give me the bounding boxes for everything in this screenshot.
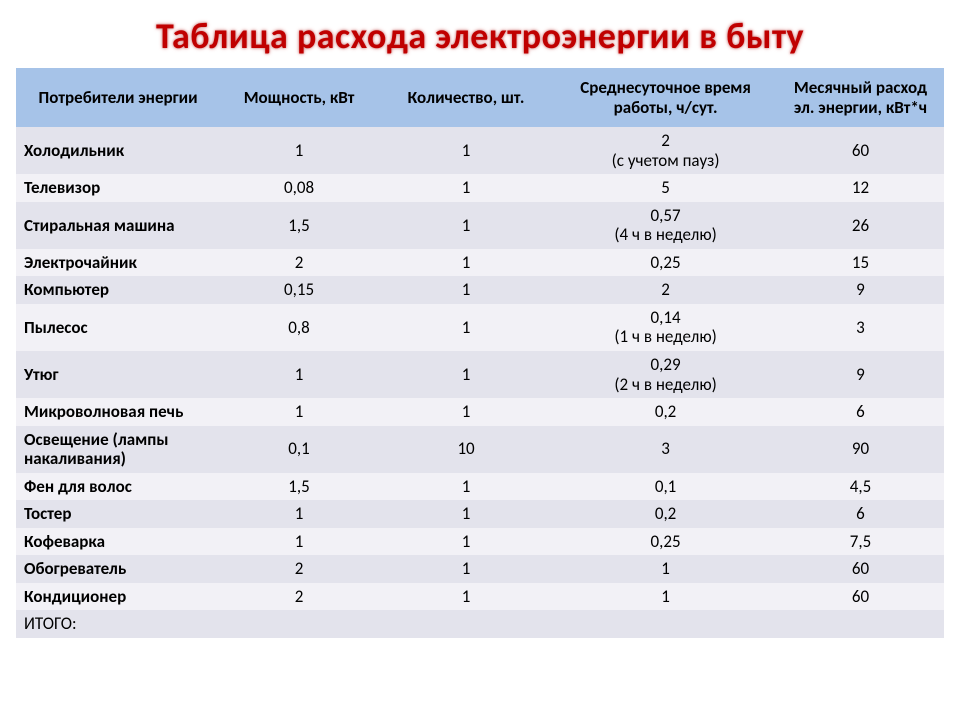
table-row: Кондиционер21160 <box>16 583 944 611</box>
col-qty: Количество, шт. <box>378 68 554 127</box>
table-header-row: Потребители энергии Мощность, кВт Количе… <box>16 68 944 127</box>
cell-qty: 1 <box>378 583 554 611</box>
table-row: Микроволновая печь110,26 <box>16 398 944 426</box>
cell-power: 0,15 <box>220 276 378 304</box>
table-row: Фен для волос1,510,14,5 <box>16 473 944 501</box>
table-row: Обогреватель21160 <box>16 555 944 583</box>
cell-monthly: 6 <box>777 398 944 426</box>
cell-qty: 1 <box>378 528 554 556</box>
cell-qty: 1 <box>378 555 554 583</box>
cell-monthly: 60 <box>777 127 944 174</box>
cell-power: 1,5 <box>220 202 378 249</box>
table-row: Утюг110,29(2 ч в неделю)9 <box>16 351 944 398</box>
cell-power: 1 <box>220 528 378 556</box>
table-row-total: ИТОГО: <box>16 610 944 638</box>
col-monthly: Месячный расход эл. энергии, кВт*ч <box>777 68 944 127</box>
cell-total-label: ИТОГО: <box>16 610 944 638</box>
cell-time: 0,2 <box>554 398 777 426</box>
cell-power: 1 <box>220 351 378 398</box>
cell-qty: 1 <box>378 249 554 277</box>
cell-monthly: 9 <box>777 351 944 398</box>
cell-monthly: 3 <box>777 304 944 351</box>
energy-table: Потребители энергии Мощность, кВт Количе… <box>16 68 944 638</box>
cell-time: 2(с учетом пауз) <box>554 127 777 174</box>
table-row: Стиральная машина1,510,57(4 ч в неделю)2… <box>16 202 944 249</box>
cell-time: 3 <box>554 426 777 473</box>
cell-power: 2 <box>220 249 378 277</box>
cell-monthly: 15 <box>777 249 944 277</box>
cell-monthly: 90 <box>777 426 944 473</box>
cell-time: 1 <box>554 583 777 611</box>
cell-power: 1 <box>220 127 378 174</box>
cell-power: 1,5 <box>220 473 378 501</box>
cell-time: 0,14(1 ч в неделю) <box>554 304 777 351</box>
cell-consumer: Обогреватель <box>16 555 220 583</box>
cell-consumer: Телевизор <box>16 174 220 202</box>
cell-monthly: 7,5 <box>777 528 944 556</box>
cell-qty: 1 <box>378 127 554 174</box>
cell-qty: 1 <box>378 202 554 249</box>
cell-power: 1 <box>220 500 378 528</box>
cell-qty: 1 <box>378 304 554 351</box>
page-title: Таблица расхода электроэнергии в быту <box>0 0 960 68</box>
table-row: Телевизор0,081512 <box>16 174 944 202</box>
cell-monthly: 60 <box>777 555 944 583</box>
cell-power: 0,8 <box>220 304 378 351</box>
cell-monthly: 6 <box>777 500 944 528</box>
cell-time: 0,1 <box>554 473 777 501</box>
cell-consumer: Тостер <box>16 500 220 528</box>
cell-time: 0,2 <box>554 500 777 528</box>
cell-consumer: Электрочайник <box>16 249 220 277</box>
table-row: Тостер110,26 <box>16 500 944 528</box>
cell-consumer: Компьютер <box>16 276 220 304</box>
cell-qty: 1 <box>378 500 554 528</box>
cell-qty: 1 <box>378 398 554 426</box>
table-row: Компьютер0,15129 <box>16 276 944 304</box>
cell-qty: 1 <box>378 473 554 501</box>
col-consumer: Потребители энергии <box>16 68 220 127</box>
cell-consumer: Кофеварка <box>16 528 220 556</box>
cell-monthly: 26 <box>777 202 944 249</box>
cell-time: 1 <box>554 555 777 583</box>
cell-consumer: Микроволновая печь <box>16 398 220 426</box>
cell-time: 2 <box>554 276 777 304</box>
cell-consumer: Фен для волос <box>16 473 220 501</box>
cell-power: 2 <box>220 583 378 611</box>
cell-monthly: 4,5 <box>777 473 944 501</box>
cell-time: 0,29(2 ч в неделю) <box>554 351 777 398</box>
cell-consumer: Стиральная машина <box>16 202 220 249</box>
cell-consumer: Холодильник <box>16 127 220 174</box>
col-time: Среднесуточное время работы, ч/сут. <box>554 68 777 127</box>
cell-qty: 1 <box>378 351 554 398</box>
cell-monthly: 60 <box>777 583 944 611</box>
cell-power: 2 <box>220 555 378 583</box>
cell-monthly: 12 <box>777 174 944 202</box>
cell-power: 0,08 <box>220 174 378 202</box>
cell-qty: 1 <box>378 174 554 202</box>
cell-consumer: Пылесос <box>16 304 220 351</box>
cell-power: 0,1 <box>220 426 378 473</box>
table-row: Кофеварка110,257,5 <box>16 528 944 556</box>
cell-power: 1 <box>220 398 378 426</box>
col-power: Мощность, кВт <box>220 68 378 127</box>
cell-consumer: Утюг <box>16 351 220 398</box>
cell-time: 5 <box>554 174 777 202</box>
table-row: Пылесос0,810,14(1 ч в неделю)3 <box>16 304 944 351</box>
cell-qty: 10 <box>378 426 554 473</box>
table-row: Освещение (лампы накаливания)0,110390 <box>16 426 944 473</box>
cell-consumer: Освещение (лампы накаливания) <box>16 426 220 473</box>
cell-time: 0,25 <box>554 249 777 277</box>
cell-qty: 1 <box>378 276 554 304</box>
table-row: Электрочайник210,2515 <box>16 249 944 277</box>
table-row: Холодильник112(с учетом пауз)60 <box>16 127 944 174</box>
cell-consumer: Кондиционер <box>16 583 220 611</box>
cell-time: 0,57(4 ч в неделю) <box>554 202 777 249</box>
cell-time: 0,25 <box>554 528 777 556</box>
cell-monthly: 9 <box>777 276 944 304</box>
